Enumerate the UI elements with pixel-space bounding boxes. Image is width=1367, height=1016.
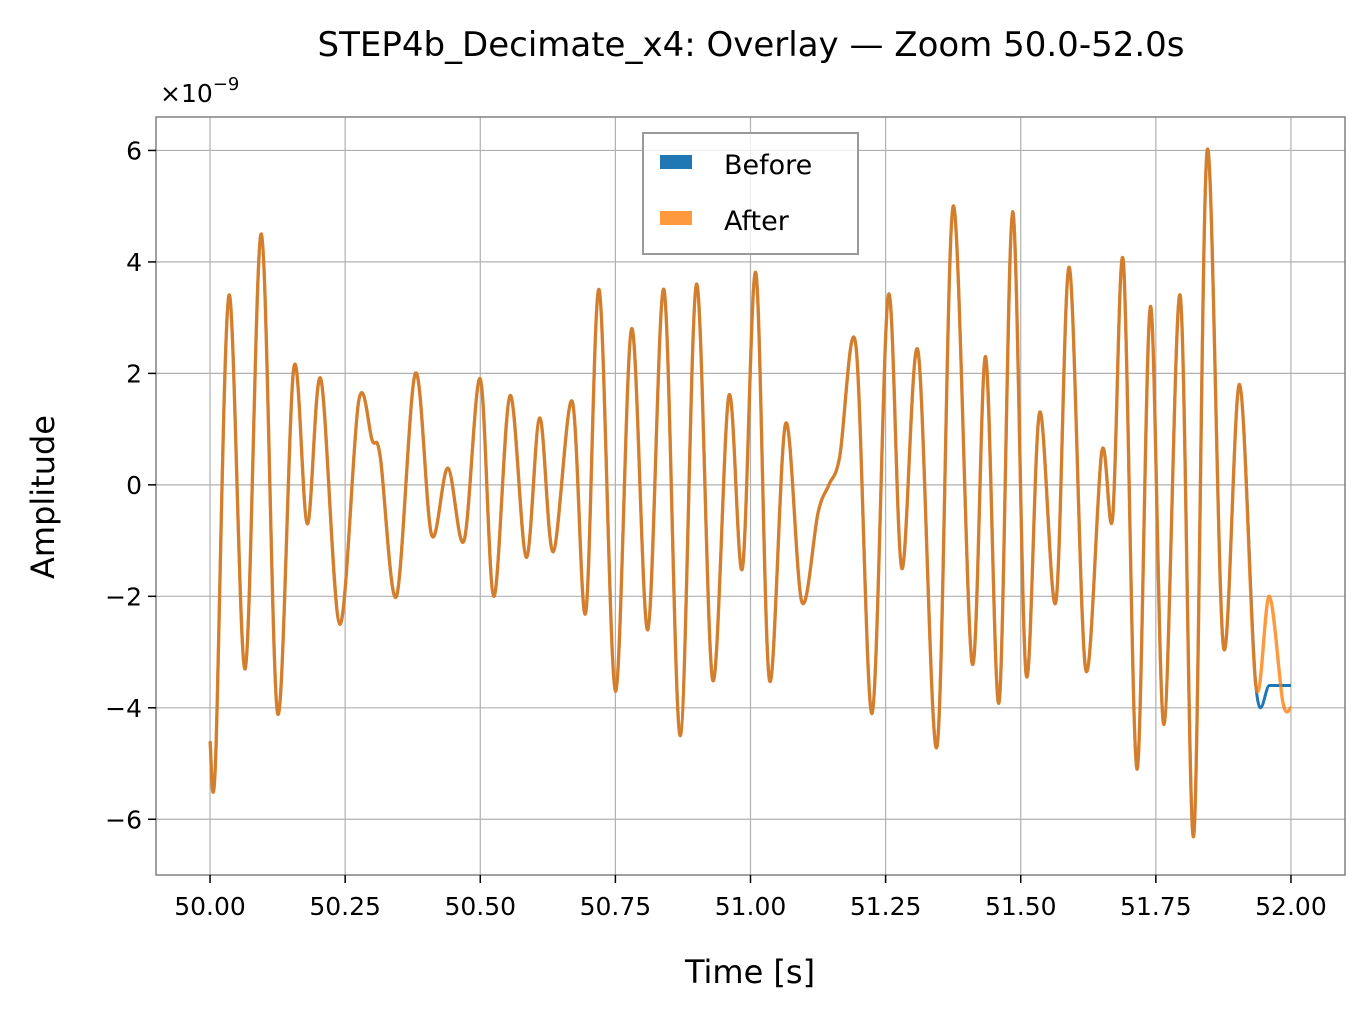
chart-title: STEP4b_Decimate_x4: Overlay — Zoom 50.0-… [317,25,1184,65]
legend-swatch-after [660,211,692,225]
y-tick-label: −6 [105,805,142,834]
y-offset-exponent: −9 [213,74,240,95]
x-tick-label: 51.00 [715,892,787,921]
y-tick-label: −4 [105,694,142,723]
x-tick-label: 50.50 [444,892,516,921]
x-tick-label: 51.25 [850,892,922,921]
x-tick-label: 51.50 [985,892,1057,921]
x-tick-label: 50.75 [580,892,652,921]
x-tick-label: 52.00 [1255,892,1327,921]
x-axis-ticks: 50.00 50.25 50.50 50.75 51.00 51.25 51.50 51.75… [174,875,1327,921]
y-offset-label: ×10−9 [160,74,239,108]
series-line-after [208,147,1293,838]
legend-swatch-before [660,155,692,169]
legend: Before After [642,132,859,255]
legend-label-before: Before [724,150,812,181]
y-tick-label: 6 [126,136,142,165]
y-tick-label: −2 [105,582,142,611]
legend-label-after: After [724,206,790,237]
x-tick-label: 50.00 [174,892,246,921]
y-tick-label: 0 [126,471,142,500]
x-axis-label: Time [s] [684,953,815,991]
legend-frame [642,132,859,255]
y-tick-label: 2 [126,359,142,388]
y-axis-ticks: −6 −4 −2 0 2 4 6 [105,136,156,834]
y-tick-label: 4 [126,248,142,277]
x-tick-label: 51.75 [1120,892,1192,921]
x-tick-label: 50.25 [309,892,381,921]
series-layer [208,147,1293,838]
y-axis-label: Amplitude [24,415,62,579]
